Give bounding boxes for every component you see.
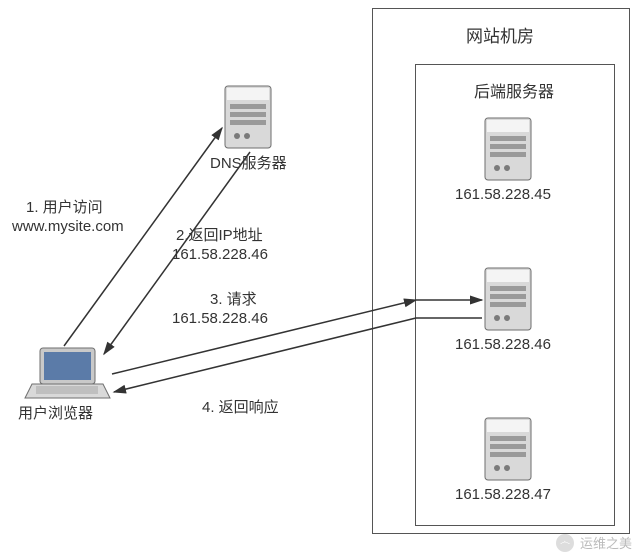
server2-icon (485, 268, 531, 330)
watermark-text: 运维之美 (580, 533, 632, 552)
step2-line1: 2.返回IP地址 (176, 224, 263, 245)
server1-label: 161.58.228.45 (455, 186, 551, 203)
diagram-svg (0, 0, 640, 558)
server3-icon (485, 418, 531, 480)
step3-line2: 161.58.228.46 (172, 310, 268, 327)
dns-server-icon (225, 86, 271, 148)
dns-label: DNS服务器 (210, 152, 287, 173)
step3-line1: 3. 请求 (210, 288, 257, 309)
step1-line2: www.mysite.com (12, 218, 124, 235)
watermark: ෴ 运维之美 (556, 533, 632, 552)
step4-line1: 4. 返回响应 (202, 396, 279, 417)
step2-line2: 161.58.228.46 (172, 246, 268, 263)
server1-icon (485, 118, 531, 180)
server2-label: 161.58.228.46 (455, 336, 551, 353)
server3-label: 161.58.228.47 (455, 486, 551, 503)
laptop-icon (25, 348, 110, 398)
step1-line1: 1. 用户访问 (26, 196, 103, 217)
laptop-label: 用户浏览器 (18, 402, 93, 423)
wechat-icon: ෴ (556, 534, 574, 552)
